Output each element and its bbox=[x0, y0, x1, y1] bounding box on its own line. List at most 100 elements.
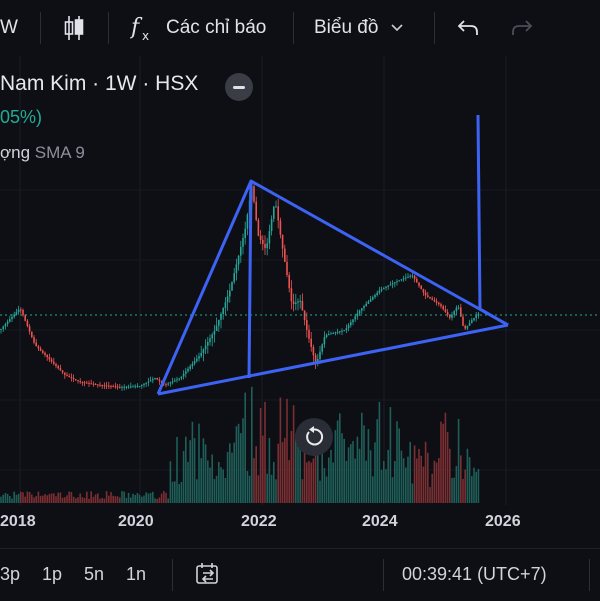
candle-body bbox=[372, 297, 374, 300]
volume-bar bbox=[275, 479, 277, 503]
volume-bar bbox=[466, 448, 469, 503]
timezone-clock[interactable]: 00:39:41 (UTC+7) bbox=[402, 549, 547, 599]
chart-type-dropdown[interactable]: Biểu đồ bbox=[314, 0, 404, 56]
redo-button[interactable] bbox=[510, 0, 534, 56]
volume-bar bbox=[55, 496, 57, 503]
volume-bar bbox=[277, 443, 279, 503]
range-5n[interactable]: 5n bbox=[84, 549, 104, 599]
volume-bar bbox=[288, 460, 290, 503]
range-1n[interactable]: 1n bbox=[126, 549, 146, 599]
candle-body bbox=[37, 346, 40, 349]
candle-body bbox=[389, 284, 392, 286]
candle-body bbox=[86, 382, 88, 384]
candle-body bbox=[112, 386, 114, 388]
volume-bar bbox=[207, 460, 209, 503]
candle-body bbox=[398, 280, 400, 282]
volume-bar bbox=[345, 460, 348, 503]
volume-bar bbox=[235, 426, 238, 503]
candle-body bbox=[444, 309, 447, 313]
volume-bar bbox=[180, 481, 183, 503]
volume-bar bbox=[15, 494, 18, 503]
volume-bar bbox=[231, 452, 233, 503]
volume-bar bbox=[350, 444, 352, 503]
volume-bar bbox=[121, 491, 123, 503]
candle-body bbox=[356, 313, 359, 317]
candle-body bbox=[31, 331, 33, 338]
volume-bar bbox=[125, 497, 128, 503]
volume-bar bbox=[383, 461, 385, 503]
candle-body bbox=[365, 303, 367, 306]
volume-bar bbox=[127, 492, 130, 503]
interval-button[interactable]: W bbox=[0, 0, 18, 56]
indicators-button[interactable]: f x Các chỉ báo bbox=[130, 0, 266, 56]
volume-bar bbox=[427, 452, 429, 503]
volume-bar bbox=[251, 386, 253, 503]
candle-body bbox=[132, 386, 134, 388]
candle-body bbox=[310, 338, 312, 347]
candle-body bbox=[165, 384, 167, 386]
candle-body bbox=[123, 386, 125, 388]
candle-body bbox=[429, 296, 431, 299]
volume-bar bbox=[83, 498, 86, 503]
sma-label: SMA 9 bbox=[34, 143, 85, 162]
volume-bar bbox=[4, 492, 7, 503]
candle-body bbox=[189, 366, 191, 369]
price-chart[interactable] bbox=[0, 56, 600, 540]
candle-body bbox=[455, 307, 458, 312]
chevron-down-icon bbox=[391, 24, 404, 32]
range-1p[interactable]: 1p bbox=[42, 549, 62, 599]
triangle-drawing bbox=[156, 114, 509, 396]
volume-bar bbox=[248, 475, 251, 503]
volume-bar bbox=[303, 438, 306, 503]
volume-bar bbox=[420, 455, 422, 503]
range-3p[interactable]: 3p bbox=[0, 549, 20, 599]
volume-bar bbox=[189, 440, 191, 503]
candle-body bbox=[211, 334, 213, 339]
candle-body bbox=[314, 355, 317, 364]
candle-body bbox=[279, 220, 282, 235]
candle-body bbox=[477, 313, 480, 316]
volume-bar bbox=[11, 498, 13, 503]
candle-body bbox=[394, 282, 396, 284]
candle-body bbox=[376, 292, 378, 295]
candle-body bbox=[235, 264, 238, 274]
compare-range-button[interactable] bbox=[195, 549, 221, 599]
candle-body bbox=[347, 325, 350, 329]
candle-body bbox=[44, 352, 46, 355]
candle-body bbox=[33, 337, 35, 343]
volume-bar bbox=[81, 497, 84, 503]
candlestick-series bbox=[0, 183, 480, 391]
x-axis-label: 2024 bbox=[362, 513, 398, 530]
collapse-legend-button[interactable] bbox=[225, 73, 253, 101]
volume-bar bbox=[308, 461, 310, 503]
candle-body bbox=[233, 273, 235, 282]
chart-type-label: Biểu đồ bbox=[314, 17, 379, 38]
volume-bar bbox=[9, 496, 11, 503]
volume-bar bbox=[433, 460, 436, 503]
volume-bar bbox=[200, 458, 202, 503]
candle-body bbox=[308, 329, 310, 339]
volume-bar bbox=[123, 491, 125, 503]
volume-bar bbox=[50, 493, 53, 503]
volume-bar bbox=[301, 479, 304, 503]
candle-body bbox=[13, 314, 15, 317]
volume-bar bbox=[325, 476, 328, 503]
volume-bar bbox=[438, 458, 440, 503]
volume-bar bbox=[196, 479, 198, 503]
candle-body bbox=[222, 308, 224, 314]
volume-bar bbox=[28, 491, 31, 503]
candle-body bbox=[244, 228, 246, 238]
candle-body bbox=[246, 214, 249, 229]
volume-bar bbox=[312, 458, 315, 503]
candle-body bbox=[350, 322, 352, 326]
candle-body bbox=[255, 201, 257, 220]
undo-button[interactable] bbox=[456, 0, 480, 56]
candle-body bbox=[303, 310, 306, 321]
candle-body bbox=[416, 279, 418, 283]
volume-bar bbox=[154, 498, 156, 503]
reset-chart-button[interactable] bbox=[295, 418, 333, 456]
candle-body bbox=[325, 334, 328, 337]
volume-bar bbox=[229, 443, 231, 503]
volume-bar bbox=[99, 498, 101, 503]
chart-style-button[interactable] bbox=[62, 0, 86, 56]
